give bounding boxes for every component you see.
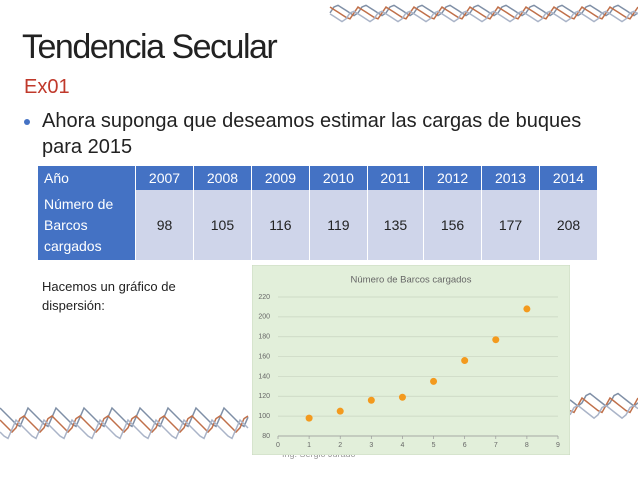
y-tick-label: 140 [258,373,270,380]
table-cell: 135 [367,190,425,260]
table-cell: 119 [309,190,368,260]
header-cell: 2010 [309,166,368,190]
x-tick-label: 9 [556,442,560,449]
y-tick-label: 100 [258,413,270,420]
decoration-line [329,5,638,20]
y-tick-label: 160 [258,353,270,360]
table-cell: 156 [423,190,483,260]
y-tick-label: 180 [258,334,270,341]
bullet: Ahora suponga que deseamos estimar las c… [42,108,602,160]
bullet-list: Ahora suponga que deseamos estimar las c… [22,108,602,160]
header-cell: 2011 [367,166,425,190]
header-row: Año 2007 2008 2009 2010 2011 2012 2013 2014 [38,166,598,190]
x-tick-label: 0 [276,442,280,449]
table-cell: 98 [135,190,194,260]
table-cell: Número de Barcos cargados [38,190,136,260]
data-table: Año 2007 2008 2009 2010 2011 2012 2013 2014 Númer… [38,166,598,260]
chart-background [252,265,570,455]
x-tick-label: 6 [463,442,467,449]
header-cell: 2013 [481,166,540,190]
header-cell: 2008 [193,166,252,190]
point [367,396,375,404]
decoration-line [569,404,638,420]
point [336,407,344,415]
x-tick-label: 7 [494,442,498,449]
decoration-line [329,10,638,23]
y-tick-label: 200 [258,314,270,321]
decoration-line [0,406,249,428]
table-row: Número de Barcos cargados 98 105 116 119 135 1… [38,190,598,260]
point [492,336,500,344]
header-cell: Año [38,166,136,190]
decoration-line [0,418,249,440]
y-tick-label: 120 [258,393,270,400]
chart-title: Número de Barcos cargados [351,275,472,286]
table-cell: 105 [193,190,252,260]
header-cell: 2014 [539,166,598,190]
chart: Número de Barcos cargados 80100120140160… [252,265,570,455]
table-cell: 177 [481,190,540,260]
note: Hacemos un gráfico de dispersión: [42,279,176,313]
table-cell: 116 [251,190,310,260]
point [523,305,531,313]
x-tick-label: 4 [400,442,404,449]
table-cell: 208 [539,190,598,260]
y-tick-label: 80 [262,433,270,440]
x-tick-label: 5 [432,442,436,449]
point [398,393,406,401]
point [305,414,313,422]
decoration-line [569,396,638,414]
header-cell: 2012 [423,166,483,190]
x-tick-label: 2 [338,442,342,449]
x-tick-label: 1 [307,442,311,449]
y-tick-label: 220 [258,294,270,301]
slide-title: Tendencia Secular [22,28,278,66]
point [430,377,438,385]
decoration-line [569,392,638,408]
subtitle: Ex01 [24,76,70,98]
x-tick-label: 3 [369,442,373,449]
header-cell: 2009 [251,166,310,190]
point [461,357,469,365]
x-tick-label: 8 [525,442,529,449]
header-cell: 2007 [135,166,194,190]
